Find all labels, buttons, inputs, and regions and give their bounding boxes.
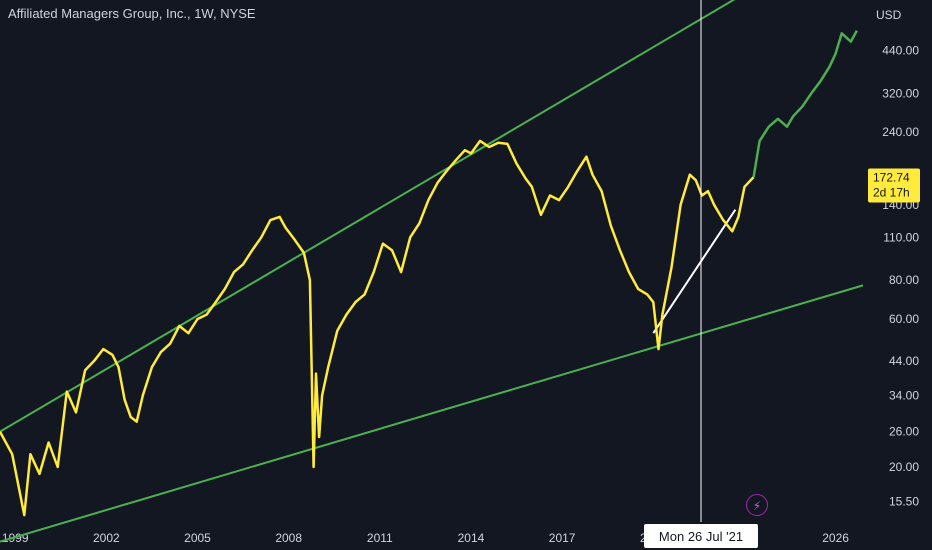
price-series [0, 29, 858, 517]
y-tick-label: 15.50 [889, 494, 919, 508]
price-tag-box [868, 168, 920, 203]
x-tick-label: 2008 [275, 531, 302, 545]
trendline[interactable] [0, 0, 751, 433]
y-tick-label: 110.00 [883, 230, 919, 244]
countdown-label: 2d 17h [873, 185, 910, 199]
x-tick-label: 2017 [549, 531, 576, 545]
trendlines [0, 0, 864, 543]
x-tick-label: 2005 [184, 531, 211, 545]
y-tick-label: 60.00 [889, 312, 919, 326]
y-tick-label: 440.00 [882, 43, 919, 57]
trendline[interactable] [0, 284, 864, 543]
x-tick-label: 2014 [458, 531, 485, 545]
y-axis: USD 15.50 20.00 26.00 34.00 44.00 60.00 80.00 11… [876, 8, 919, 508]
x-tick-label: 2011 [367, 531, 393, 545]
y-tick-label: 26.00 [889, 425, 919, 439]
chart-title: Affiliated Managers Group, Inc., 1W, NYS… [8, 6, 256, 21]
y-tick-label: 80.00 [889, 273, 919, 287]
y-tick-label: 320.00 [882, 86, 919, 100]
y-tick-label: 34.00 [889, 389, 919, 403]
last-price-label: 172.74 [873, 170, 910, 184]
lightning-icon[interactable]: ⚡ [746, 494, 768, 516]
crosshair: Mon 26 Jul '21 [644, 0, 759, 548]
y-tick-label: 240.00 [882, 125, 919, 139]
x-tick-label: 2026 [822, 531, 849, 545]
price-line [0, 139, 755, 517]
crosshair-date-box [644, 524, 759, 548]
trendline[interactable] [652, 209, 737, 334]
x-tick-label: 2002 [93, 531, 120, 545]
currency-label: USD [876, 8, 902, 22]
y-tick-label: 20.00 [889, 460, 919, 474]
price-line [752, 29, 858, 178]
crosshair-date-label: Mon 26 Jul '21 [659, 529, 743, 544]
y-tick-label: 44.00 [889, 354, 919, 368]
